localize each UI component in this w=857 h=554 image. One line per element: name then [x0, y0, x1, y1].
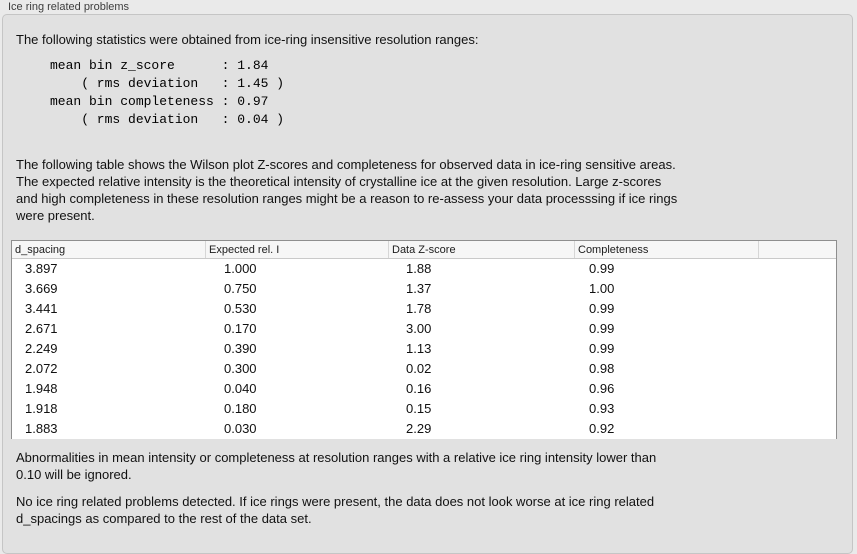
table-row[interactable]: 3.669 0.750 1.37 1.00 — [12, 279, 836, 299]
d-spacing-cell: 1.918 — [25, 401, 58, 416]
completeness-cell: 0.99 — [589, 261, 615, 276]
table-row[interactable]: 2.671 0.170 3.00 0.99 — [12, 319, 836, 339]
expected-rel-i-cell: 0.170 — [224, 321, 257, 336]
completeness-cell: 1.00 — [589, 281, 615, 296]
table-row[interactable]: 2.249 0.390 1.13 0.99 — [12, 339, 836, 359]
d-spacing-cell: 2.671 — [25, 321, 58, 336]
table-row[interactable]: 2.072 0.300 0.02 0.98 — [12, 359, 836, 379]
data-z-score-cell: 0.02 — [406, 361, 432, 376]
table-row[interactable]: 3.897 1.000 1.88 0.99 — [12, 259, 836, 279]
table-row[interactable]: 3.441 0.530 1.78 0.99 — [12, 299, 836, 319]
data-z-score-cell: 0.15 — [406, 401, 432, 416]
table-row[interactable]: 1.918 0.180 0.15 0.93 — [12, 399, 836, 419]
expected-rel-i-cell: 0.180 — [224, 401, 257, 416]
data-z-score-cell: 1.37 — [406, 281, 432, 296]
table-row[interactable]: 1.883 0.030 2.29 0.92 — [12, 419, 836, 439]
d-spacing-cell: 2.072 — [25, 361, 58, 376]
data-z-score-cell: 1.78 — [406, 301, 432, 316]
d-spacing-cell: 1.883 — [25, 421, 58, 436]
data-z-score-cell: 3.00 — [406, 321, 432, 336]
completeness-cell: 0.98 — [589, 361, 615, 376]
d-spacing-cell: 1.948 — [25, 381, 58, 396]
table-row[interactable]: 1.948 0.040 0.16 0.96 — [12, 379, 836, 399]
column-header-data-z-score[interactable]: Data Z-score — [388, 241, 574, 258]
column-header-expected-rel-i[interactable]: Expected rel. I — [205, 241, 388, 258]
stats-summary-block: mean bin z_score : 1.84 ( rms deviation … — [50, 58, 285, 127]
ice-ring-groupbox: The following statistics were obtained f… — [2, 14, 853, 554]
expected-rel-i-cell: 0.390 — [224, 341, 257, 356]
completeness-cell: 0.96 — [589, 381, 615, 396]
conclusion-text: No ice ring related problems detected. I… — [16, 494, 655, 526]
expected-rel-i-cell: 0.300 — [224, 361, 257, 376]
data-z-score-cell: 1.13 — [406, 341, 432, 356]
data-z-score-cell: 0.16 — [406, 381, 432, 396]
expected-rel-i-cell: 0.530 — [224, 301, 257, 316]
d-spacing-cell: 2.249 — [25, 341, 58, 356]
ignore-note-text: Abnormalities in mean intensity or compl… — [16, 450, 657, 482]
expected-rel-i-cell: 0.040 — [224, 381, 257, 396]
completeness-cell: 0.92 — [589, 421, 615, 436]
table-description-text: The following table shows the Wilson plo… — [16, 157, 678, 223]
completeness-cell: 0.99 — [589, 341, 615, 356]
stats-intro-text: The following statistics were obtained f… — [16, 32, 479, 47]
d-spacing-cell: 3.441 — [25, 301, 58, 316]
completeness-cell: 0.99 — [589, 321, 615, 336]
expected-rel-i-cell: 1.000 — [224, 261, 257, 276]
expected-rel-i-cell: 0.030 — [224, 421, 257, 436]
table-header-row: d_spacing Expected rel. I Data Z-score C… — [12, 241, 836, 259]
data-z-score-cell: 2.29 — [406, 421, 432, 436]
data-z-score-cell: 1.88 — [406, 261, 432, 276]
d-spacing-cell: 3.897 — [25, 261, 58, 276]
column-header-completeness[interactable]: Completeness — [574, 241, 758, 258]
ice-ring-table[interactable]: d_spacing Expected rel. I Data Z-score C… — [11, 240, 837, 439]
column-header-spacer — [758, 241, 836, 258]
d-spacing-cell: 3.669 — [25, 281, 58, 296]
completeness-cell: 0.93 — [589, 401, 615, 416]
panel-title: Ice ring related problems — [8, 1, 130, 13]
column-header-d-spacing[interactable]: d_spacing — [15, 244, 66, 256]
expected-rel-i-cell: 0.750 — [224, 281, 257, 296]
completeness-cell: 0.99 — [589, 301, 615, 316]
